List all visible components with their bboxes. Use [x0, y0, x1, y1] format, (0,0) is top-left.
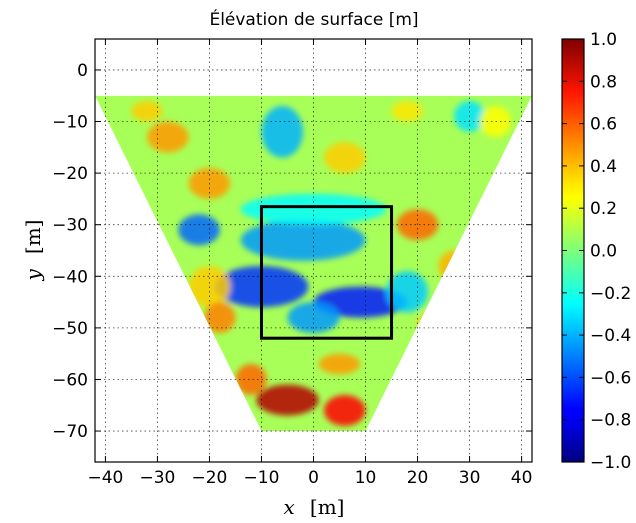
heatmap-blob: [235, 363, 267, 395]
heatmap-blob: [386, 271, 428, 313]
y-axis-label: y [m]: [21, 220, 45, 282]
y-tick-label: −50: [52, 319, 88, 339]
x-axis-label-unit: [m]: [310, 495, 345, 519]
y-tick-label: −30: [52, 216, 88, 236]
colorbar-tick-label: −0.4: [590, 326, 631, 346]
heatmap-blob: [417, 312, 449, 334]
x-tick-label: 0: [308, 468, 319, 488]
heatmap-blob: [318, 353, 361, 375]
heatmap-field: [95, 95, 532, 432]
colorbar-ticks: 1.0 0.8 0.6 0.4 0.2 0.0 −0.2 −0.4 −0.6 −0.8 −1.0: [562, 30, 631, 473]
x-tick-label: −40: [87, 468, 123, 488]
heatmap-blob: [323, 142, 366, 174]
highlight-box: [259, 205, 394, 340]
heatmap-blob: [147, 121, 189, 153]
y-axis-label-unit: [m]: [21, 220, 45, 255]
x-tick-label: 40: [511, 468, 533, 488]
x-tick-label: 10: [355, 468, 377, 488]
colorbar-tick-label: −1.0: [590, 453, 631, 473]
y-axis-label-var: y: [21, 268, 45, 281]
heatmap-blob: [131, 100, 163, 122]
heatmap-blob: [438, 250, 470, 282]
heatmap-blob: [240, 219, 366, 261]
y-tick-label: −60: [52, 370, 88, 390]
heatmap-blob: [204, 302, 236, 334]
y-tick-label: −20: [52, 164, 88, 184]
x-tick-label: −30: [139, 468, 175, 488]
colorbar-tick-label: 0.2: [590, 199, 617, 219]
x-tick-label: 30: [459, 468, 481, 488]
colorbar-tick-label: 0.8: [590, 72, 617, 92]
x-tick-label: −10: [244, 468, 280, 488]
heatmap-blob: [323, 394, 366, 426]
colorbar-tick-label: 0.4: [590, 157, 617, 177]
y-axis-ticks: 0 −10 −20 −30 −40 −50 −60 −70: [52, 61, 532, 442]
chart-title: Élévation de surface [m]: [209, 8, 418, 30]
y-tick-label: −40: [52, 267, 88, 287]
y-tick-label: −70: [52, 422, 88, 442]
colorbar-tick-label: 0.6: [590, 115, 617, 135]
heatmap-blob: [256, 384, 319, 416]
y-tick-label: −10: [52, 113, 88, 133]
x-tick-label: 20: [407, 468, 429, 488]
x-axis-label: x [m]: [284, 495, 345, 519]
colorbar-tick-label: −0.6: [590, 368, 631, 388]
heatmap-blob: [313, 286, 408, 318]
colorbar-tick-label: 1.0: [590, 30, 617, 50]
grid: [95, 39, 532, 462]
y-tick-label: 0: [77, 61, 88, 81]
colorbar-tick-label: −0.2: [590, 284, 631, 304]
x-tick-label: −20: [192, 468, 228, 488]
x-axis-ticks: −40 −30 −20 −10 0 10 20 30 40: [87, 39, 532, 488]
x-axis-label-var: x: [284, 495, 295, 519]
colorbar-tick-label: 0.0: [590, 242, 617, 262]
heatmap-blob: [178, 214, 220, 246]
heatmap-blob: [240, 193, 387, 225]
heatmap-blob: [287, 302, 340, 334]
heatmap-blob: [261, 106, 304, 158]
colorbar-tick-label: −0.8: [590, 411, 631, 431]
heatmap-blob: [391, 100, 423, 122]
